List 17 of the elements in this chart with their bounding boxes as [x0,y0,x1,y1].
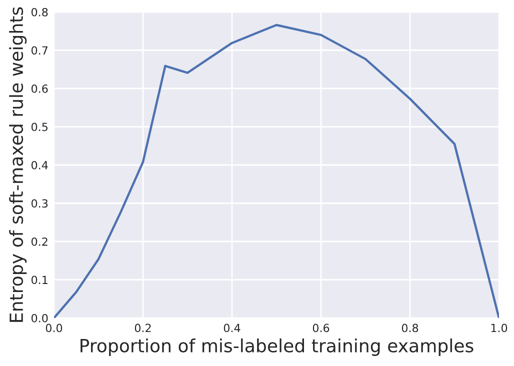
x-axis-title: Proportion of mis-labeled training examples [80,338,474,356]
x-tick-label: 0.6 [312,324,330,332]
y-tick-label: 0.1 [32,276,48,284]
y-tick-label: 0.0 [32,314,48,322]
y-tick-label: 0.2 [32,237,48,246]
y-tick-label: 0.5 [32,122,48,132]
y-tick-label: 0.7 [32,46,48,55]
y-tick-label: 0.6 [32,84,48,93]
x-tick-label: 0.0 [46,324,62,332]
x-tick-label: 1.0 [491,324,508,332]
x-tick-label: 0.8 [402,324,418,332]
y-tick-label: 0.8 [32,8,48,16]
y-tick-label: 0.3 [32,199,48,208]
y-tick-label: 0.4 [32,160,48,170]
y-axis-title: Entropy of soft-maxed rule weights [9,7,27,322]
x-tick-label: 0.4 [224,324,240,332]
x-tick-label: 0.2 [134,324,151,332]
